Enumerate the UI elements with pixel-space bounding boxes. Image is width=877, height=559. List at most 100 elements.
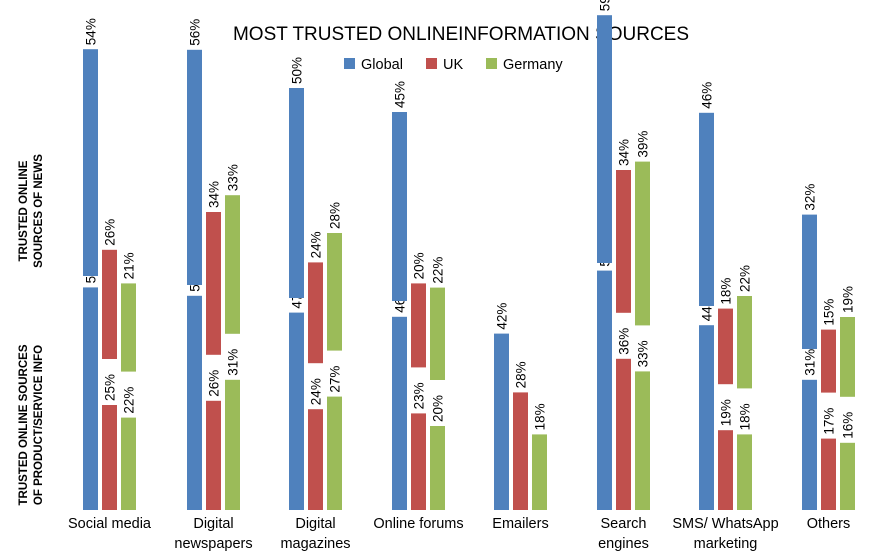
label-news-online-forums-global: 45%: [393, 81, 408, 108]
legend-swatch-global: [344, 58, 355, 69]
category-label-digital-newspapers: Digital newspapers: [174, 516, 252, 552]
bar-product-digital-magazines-germany: [327, 396, 342, 510]
bar-news-digital-newspapers-uk: [206, 212, 221, 355]
bar-news-others-germany: [840, 317, 855, 397]
bar-news-sms-whatsapp-marketing-uk: [718, 308, 733, 385]
bar-news-digital-magazines-uk: [308, 262, 323, 364]
label-product-digital-magazines-uk: 24%: [309, 378, 324, 405]
bar-product-emailers-global: [494, 333, 509, 510]
label-product-others-germany: 16%: [841, 412, 856, 439]
category-label-online-forums: Online forums: [373, 516, 463, 532]
bar-news-digital-newspapers-global: [187, 49, 202, 285]
side-label-product-info: TRUSTED ONLINE SOURCES OF PRODUCT/SERVICE…: [18, 344, 45, 505]
bar-product-online-forums-uk: [411, 413, 426, 510]
bar-product-search-engines-global: [597, 270, 612, 510]
bar-product-digital-newspapers-global: [187, 295, 202, 510]
label-news-online-forums-uk: 20%: [412, 252, 427, 279]
bar-product-sms-whatsapp-marketing-germany: [737, 434, 752, 510]
category-label-sms-whatsapp-marketing: SMS/ WhatsApp marketing: [672, 516, 778, 552]
bar-product-emailers-germany: [532, 434, 547, 510]
bar-news-search-engines-global: [597, 15, 612, 264]
label-news-digital-magazines-uk: 24%: [309, 231, 324, 258]
category-label-digital-magazines: Digital magazines: [280, 516, 350, 552]
bar-product-digital-newspapers-germany: [225, 379, 240, 510]
label-news-online-forums-germany: 22%: [431, 257, 446, 284]
bar-product-social-media-uk: [102, 405, 117, 510]
legend: Global UK Germany: [344, 57, 563, 73]
category-label-search-engines: Search engines: [598, 516, 649, 552]
bar-product-digital-magazines-uk: [308, 409, 323, 510]
label-product-sms-whatsapp-marketing-germany: 18%: [738, 403, 753, 430]
bar-product-others-global: [802, 379, 817, 510]
label-news-others-uk: 15%: [822, 299, 837, 326]
bar-product-others-germany: [840, 442, 855, 510]
bar-news-social-media-global: [83, 49, 98, 277]
bar-product-search-engines-germany: [635, 371, 650, 510]
bar-news-digital-magazines-global: [289, 88, 304, 298]
bar-product-search-engines-uk: [616, 358, 631, 510]
bar-product-sms-whatsapp-marketing-global: [699, 325, 714, 510]
category-label-others: Others: [807, 516, 851, 532]
bar-news-sms-whatsapp-marketing-global: [699, 112, 714, 306]
label-product-search-engines-uk: 36%: [617, 328, 632, 355]
category-label-emailers: Emailers: [492, 516, 548, 532]
bar-news-online-forums-global: [392, 112, 407, 301]
bar-product-online-forums-global: [392, 316, 407, 510]
label-product-online-forums-uk: 23%: [412, 382, 427, 409]
legend-label-uk: UK: [443, 57, 463, 73]
label-product-emailers-germany: 18%: [533, 403, 548, 430]
label-news-sms-whatsapp-marketing-germany: 22%: [738, 265, 753, 292]
label-news-digital-newspapers-global: 56%: [188, 19, 203, 46]
label-product-social-media-uk: 25%: [103, 374, 118, 401]
label-product-emailers-uk: 28%: [514, 361, 529, 388]
bars: 53%54%25%26%22%21%51%56%26%34%31%33%47%5…: [83, 0, 856, 510]
chart-title: MOST TRUSTED ONLINEINFORMATION SOURCES: [233, 24, 689, 45]
bar-product-social-media-germany: [121, 417, 136, 510]
label-product-digital-newspapers-germany: 31%: [226, 349, 241, 376]
label-product-sms-whatsapp-marketing-uk: 19%: [719, 399, 734, 426]
bar-product-digital-magazines-global: [289, 312, 304, 510]
label-news-sms-whatsapp-marketing-global: 46%: [700, 82, 715, 109]
side-labels: TRUSTED ONLINE SOURCES OF NEWS TRUSTED ONL…: [18, 154, 45, 506]
bar-news-social-media-germany: [121, 283, 136, 372]
label-news-search-engines-germany: 39%: [636, 131, 651, 158]
label-product-online-forums-germany: 20%: [431, 395, 446, 422]
bar-product-digital-newspapers-uk: [206, 400, 221, 510]
bar-product-social-media-global: [83, 287, 98, 510]
bar-news-search-engines-germany: [635, 161, 650, 326]
bar-news-online-forums-germany: [430, 287, 445, 380]
label-news-sms-whatsapp-marketing-uk: 18%: [719, 278, 734, 305]
label-product-search-engines-germany: 33%: [636, 340, 651, 367]
label-product-others-global: 31%: [803, 349, 818, 376]
bar-news-social-media-uk: [102, 249, 117, 359]
bar-news-others-global: [802, 214, 817, 349]
label-product-digital-newspapers-uk: 26%: [207, 370, 222, 397]
label-news-others-global: 32%: [803, 184, 818, 211]
side-label-news: TRUSTED ONLINE SOURCES OF NEWS: [18, 154, 45, 268]
bar-news-sms-whatsapp-marketing-germany: [737, 296, 752, 389]
legend-label-germany: Germany: [503, 57, 563, 73]
label-news-social-media-germany: 21%: [122, 252, 137, 279]
label-news-digital-magazines-germany: 28%: [328, 202, 343, 229]
bar-product-sms-whatsapp-marketing-uk: [718, 430, 733, 510]
label-news-social-media-global: 54%: [84, 18, 99, 45]
bar-news-search-engines-uk: [616, 170, 631, 313]
label-news-social-media-uk: 26%: [103, 219, 118, 246]
label-news-search-engines-uk: 34%: [617, 139, 632, 166]
bar-product-online-forums-germany: [430, 426, 445, 510]
bar-news-others-uk: [821, 329, 836, 393]
label-product-others-uk: 17%: [822, 408, 837, 435]
label-product-digital-magazines-germany: 27%: [328, 366, 343, 393]
label-news-search-engines-global: 59%: [598, 0, 613, 11]
bar-product-emailers-uk: [513, 392, 528, 510]
label-product-emailers-global: 42%: [495, 303, 510, 330]
label-news-others-germany: 19%: [841, 286, 856, 313]
bar-news-digital-newspapers-germany: [225, 195, 240, 334]
label-news-digital-magazines-global: 50%: [290, 57, 305, 84]
category-label-social-media: Social media: [68, 516, 152, 532]
label-product-social-media-germany: 22%: [122, 387, 137, 414]
legend-swatch-germany: [486, 58, 497, 69]
label-news-digital-newspapers-uk: 34%: [207, 181, 222, 208]
label-news-digital-newspapers-germany: 33%: [226, 164, 241, 191]
